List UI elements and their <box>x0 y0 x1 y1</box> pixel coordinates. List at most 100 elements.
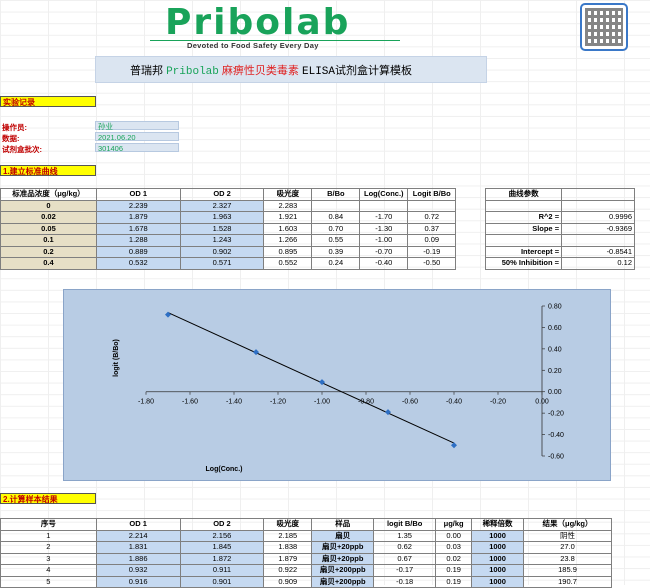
x-tick-label: -1.80 <box>138 399 154 406</box>
operator-field[interactable]: 孙业 <box>95 121 179 131</box>
index-cell: 2 <box>0 541 97 554</box>
page-title: 普瑞邦 Pribolab 麻痹性贝类毒素 ELISA试剂盒计算模板 <box>130 62 412 78</box>
x-tick-label: -1.60 <box>182 399 198 406</box>
sample-name-cell[interactable]: 扇贝+200ppb <box>311 564 375 577</box>
std-conc-cell: 0.2 <box>0 245 97 258</box>
dilution-cell[interactable]: 1000 <box>471 564 525 577</box>
od1-cell[interactable]: 0.532 <box>95 257 181 270</box>
x-tick-label: -1.40 <box>226 399 242 406</box>
sample-name-cell[interactable]: 扇贝+20ppb <box>311 541 375 554</box>
ug-kg-cell: 0.19 <box>435 575 473 588</box>
b-bo-cell: 0.84 <box>311 211 361 224</box>
dilution-cell[interactable]: 1000 <box>471 552 525 565</box>
title-band <box>95 56 487 83</box>
chart-svg: -1.80 -1.60 -1.40 -1.20 -1.00 -0.80 -0.60 -0.40… <box>113 304 564 474</box>
od1-cell[interactable]: 2.214 <box>95 529 181 542</box>
od2-cell[interactable]: 0.902 <box>179 245 265 258</box>
dilution-cell[interactable]: 1000 <box>471 529 525 542</box>
od2-cell[interactable]: 0.911 <box>179 564 265 577</box>
log-conc-cell: -0.40 <box>359 257 409 270</box>
od1-cell[interactable]: 1.831 <box>95 541 181 554</box>
batch-label: 试剂盒批次: <box>2 145 42 154</box>
data-point <box>319 379 325 386</box>
param-value-header <box>561 188 635 201</box>
dilution-cell[interactable]: 1000 <box>471 541 525 554</box>
logit-cell: -0.50 <box>407 257 457 270</box>
param-value: -0.8541 <box>561 245 635 258</box>
od2-cell[interactable]: 1.528 <box>179 222 265 235</box>
pribolab-logo: Pribolab <box>165 2 351 43</box>
table-row: 0.4 0.532 0.571 0.552 0.24 -0.40 -0.50 5… <box>0 257 635 270</box>
od1-cell[interactable]: 0.932 <box>95 564 181 577</box>
logit-cell: 0.72 <box>407 211 457 224</box>
log-conc-cell: -1.00 <box>359 234 409 247</box>
title-template: 试剂盒计算模板 <box>335 65 413 77</box>
param-value: 0.12 <box>561 257 635 270</box>
header-log-conc: Log(Conc.) <box>359 188 409 201</box>
std-conc-cell: 0.05 <box>0 222 97 235</box>
dilution-cell[interactable]: 1000 <box>471 575 525 588</box>
index-cell: 4 <box>0 564 97 577</box>
od2-cell[interactable]: 1.872 <box>179 552 265 565</box>
y-tick-label: -0.20 <box>548 411 564 418</box>
header-result: 结果（μg/kg） <box>523 518 612 531</box>
x-axis-label: Log(Conc.) <box>206 466 243 473</box>
x-tick-label: -0.40 <box>446 399 462 406</box>
data-point <box>451 442 457 449</box>
operator-label: 操作员: <box>2 123 27 132</box>
section-samples: 2.计算样本结果 <box>0 493 96 504</box>
table-row: 0.05 1.678 1.528 1.603 0.70 -1.30 0.37 S… <box>0 222 635 235</box>
result-cell: 阴性 <box>523 529 612 542</box>
date-field[interactable]: 2021.06.20 <box>95 132 179 142</box>
absorbance-cell: 2.283 <box>263 199 313 212</box>
data-point <box>165 311 171 318</box>
standard-curve-chart[interactable]: -1.80 -1.60 -1.40 -1.20 -1.00 -0.80 -0.60 -0.40… <box>63 289 611 481</box>
od2-cell[interactable]: 0.571 <box>179 257 265 270</box>
b-bo-cell: 0.70 <box>311 222 361 235</box>
spacer-cell <box>456 235 486 247</box>
logit-cell: -0.17 <box>373 564 437 577</box>
od2-cell[interactable]: 2.156 <box>179 529 265 542</box>
y-tick-label: 0.20 <box>548 368 562 375</box>
ug-kg-cell: 0.03 <box>435 541 473 554</box>
x-tick-label: -0.60 <box>402 399 418 406</box>
od1-cell[interactable]: 0.916 <box>95 575 181 588</box>
batch-field[interactable]: 301406 <box>95 143 179 153</box>
table-row: 4 0.932 0.911 0.922 扇贝+200ppb -0.17 0.19… <box>0 564 612 577</box>
od2-cell[interactable]: 2.327 <box>179 199 265 212</box>
od2-cell[interactable]: 1.845 <box>179 541 265 554</box>
date-label: 数据: <box>2 134 20 143</box>
param-value: 0.9996 <box>561 211 635 224</box>
logit-cell: 0.09 <box>407 234 457 247</box>
result-cell: 23.8 <box>523 552 612 565</box>
log-conc-cell: -0.70 <box>359 245 409 258</box>
od1-cell[interactable]: 1.678 <box>95 222 181 235</box>
data-point <box>253 349 259 356</box>
od1-cell[interactable]: 1.879 <box>95 211 181 224</box>
header-od1: OD 1 <box>95 188 181 201</box>
param-label: Intercept = <box>485 245 563 258</box>
sample-name-cell[interactable]: 扇贝+20ppb <box>311 552 375 565</box>
absorbance-cell: 1.879 <box>263 552 313 565</box>
param-label: 50% Inhibition = <box>485 257 563 270</box>
absorbance-cell: 1.266 <box>263 234 313 247</box>
sample-header-row: 序号 OD 1 OD 2 吸光度 样品 logit B/Bo μg/kg 稀释倍… <box>0 518 612 531</box>
table-row: 2 1.831 1.845 1.838 扇贝+20ppb 0.62 0.03 1… <box>0 541 612 554</box>
od1-cell[interactable]: 0.889 <box>95 245 181 258</box>
trendline <box>167 312 455 444</box>
title-brand: Pribolab <box>166 66 219 78</box>
od2-cell[interactable]: 1.243 <box>179 234 265 247</box>
od1-cell[interactable]: 1.288 <box>95 234 181 247</box>
section-record: 实验记录 <box>0 96 96 107</box>
b-bo-cell <box>311 199 361 212</box>
index-cell: 3 <box>0 552 97 565</box>
param-label: R^2 = <box>485 211 563 224</box>
od2-cell[interactable]: 1.963 <box>179 211 265 224</box>
od1-cell[interactable]: 1.886 <box>95 552 181 565</box>
od1-cell[interactable]: 2.239 <box>95 199 181 212</box>
sample-name-cell[interactable]: 扇贝 <box>311 529 375 542</box>
od2-cell[interactable]: 0.901 <box>179 575 265 588</box>
sample-name-cell[interactable]: 扇贝+200ppb <box>311 575 375 588</box>
table-row: 0 2.239 2.327 2.283 <box>0 199 635 212</box>
std-conc-cell: 0.4 <box>0 257 97 270</box>
